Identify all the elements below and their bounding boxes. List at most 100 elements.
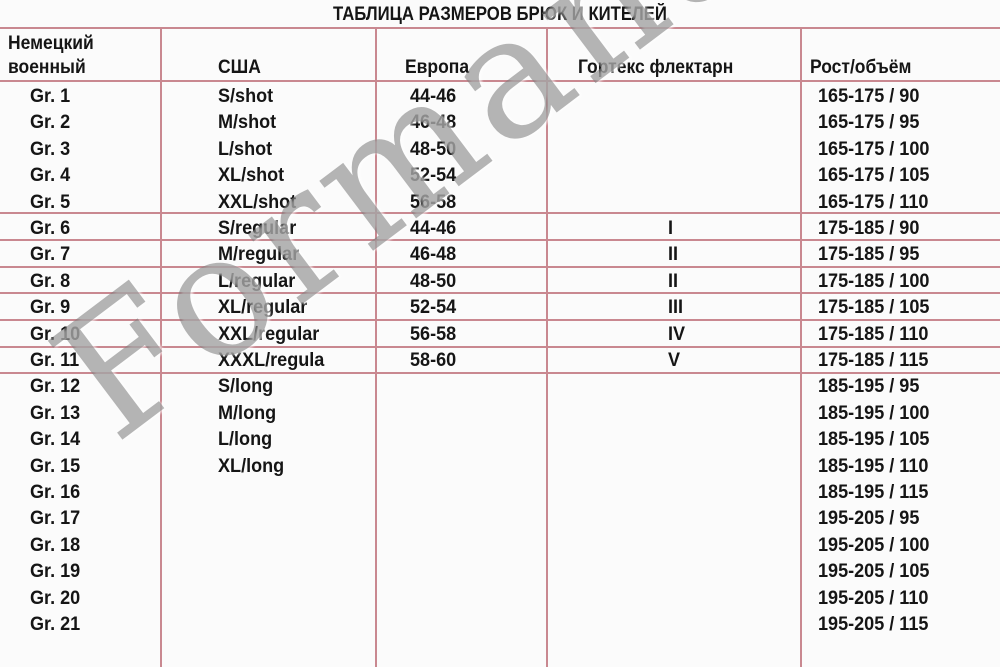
cell-gortex: II <box>668 244 679 266</box>
cell-europe: 52-54 <box>410 165 457 187</box>
cell-german: Gr. 19 <box>30 561 81 583</box>
cell-german: Gr. 9 <box>30 297 71 319</box>
table-row: Gr. 12 S/long 185-195 / 95 <box>0 374 1000 400</box>
cell-height-volume: 195-205 / 100 <box>818 534 930 556</box>
cell-gortex: V <box>668 350 681 371</box>
cell-usa: M/shot <box>218 112 277 134</box>
grid-line <box>0 346 1000 348</box>
cell-german: Gr. 20 <box>30 587 81 609</box>
grid-line <box>0 212 1000 214</box>
table-row: Gr. 14 L/long 185-195 / 105 <box>0 427 1000 453</box>
cell-height-volume: 195-205 / 115 <box>818 614 929 635</box>
cell-usa: XXL/regular <box>218 323 320 345</box>
cell-german: Gr. 4 <box>30 165 71 187</box>
cell-height-volume: 165-175 / 105 <box>818 165 930 187</box>
cell-german: Gr. 18 <box>30 534 81 556</box>
cell-usa: M/long <box>218 402 277 424</box>
cell-height-volume: 185-195 / 95 <box>818 376 920 398</box>
header-german-line2: военный <box>8 57 86 78</box>
table-row: Gr. 7 M/regular 46-48 II 175-185 / 95 <box>0 242 1000 268</box>
cell-german: Gr. 1 <box>30 86 71 107</box>
table-row: Gr. 18 195-205 / 100 <box>0 533 1000 559</box>
table-row: Gr. 4 XL/shot 52-54 165-175 / 105 <box>0 163 1000 189</box>
table-row: Gr. 6 S/regular 44-46 I 175-185 / 90 <box>0 216 1000 242</box>
cell-europe: 58-60 <box>410 350 457 371</box>
table-row: Gr. 21 195-205 / 115 <box>0 612 1000 638</box>
cell-german: Gr. 12 <box>30 376 81 398</box>
table-row: Gr. 11 XXXL/regula 58-60 V 175-185 / 115 <box>0 348 1000 374</box>
cell-height-volume: 175-185 / 105 <box>818 297 930 319</box>
cell-europe: 48-50 <box>410 270 457 292</box>
table-row: Gr. 1 S/shot 44-46 165-175 / 90 <box>0 84 1000 110</box>
cell-gortex: III <box>668 297 684 319</box>
table-row: Gr. 10 XXL/regular 56-58 IV 175-185 / 110 <box>0 322 1000 348</box>
cell-usa: XXL/shot <box>218 191 297 213</box>
cell-height-volume: 175-185 / 115 <box>818 350 929 371</box>
table-row: Gr. 13 M/long 185-195 / 100 <box>0 401 1000 427</box>
table-row: Gr. 16 185-195 / 115 <box>0 480 1000 506</box>
cell-german: Gr. 10 <box>30 323 81 345</box>
cell-height-volume: 165-175 / 90 <box>818 86 920 107</box>
header-height-volume: Рост/объём <box>810 57 912 78</box>
cell-europe: 56-58 <box>410 191 457 213</box>
cell-usa: XL/regular <box>218 297 308 319</box>
cell-usa: XL/long <box>218 455 285 477</box>
grid-line <box>0 372 1000 374</box>
cell-height-volume: 165-175 / 110 <box>818 191 929 213</box>
cell-height-volume: 175-185 / 95 <box>818 244 920 266</box>
grid-line <box>546 27 548 667</box>
cell-usa: L/shot <box>218 138 273 160</box>
cell-gortex: II <box>668 270 679 292</box>
cell-german: Gr. 13 <box>30 402 81 424</box>
table-title: ТАБЛИЦА РАЗМЕРОВ БРЮК И КИТЕЛЕЙ <box>333 4 667 25</box>
cell-german: Gr. 3 <box>30 138 71 160</box>
cell-height-volume: 175-185 / 90 <box>818 218 920 239</box>
cell-height-volume: 165-175 / 95 <box>818 112 920 134</box>
cell-europe: 44-46 <box>410 86 457 107</box>
cell-height-volume: 185-195 / 115 <box>818 482 929 503</box>
table-row: Gr. 9 XL/regular 52-54 III 175-185 / 105 <box>0 295 1000 321</box>
cell-europe: 46-48 <box>410 244 457 266</box>
cell-europe: 44-46 <box>410 218 457 239</box>
header-german-line1: Немецкий <box>8 33 94 54</box>
cell-height-volume: 175-185 / 110 <box>818 323 929 345</box>
grid-line <box>0 27 1000 29</box>
cell-europe: 46-48 <box>410 112 457 134</box>
table-row: Gr. 3 L/shot 48-50 165-175 / 100 <box>0 137 1000 163</box>
cell-height-volume: 185-195 / 110 <box>818 455 929 477</box>
cell-german: Gr. 7 <box>30 244 71 266</box>
cell-usa: S/shot <box>218 86 274 107</box>
cell-usa: S/long <box>218 376 274 398</box>
cell-german: Gr. 6 <box>30 218 71 239</box>
cell-german: Gr. 11 <box>30 350 80 371</box>
cell-usa: XXXL/regula <box>218 350 325 371</box>
header-europe: Европа <box>405 57 470 78</box>
cell-usa: XL/shot <box>218 165 285 187</box>
table-row: Gr. 17 195-205 / 95 <box>0 506 1000 532</box>
cell-height-volume: 185-195 / 100 <box>818 402 930 424</box>
grid-line <box>0 292 1000 294</box>
cell-europe: 56-58 <box>410 323 457 345</box>
cell-height-volume: 195-205 / 110 <box>818 587 929 609</box>
cell-german: Gr. 2 <box>30 112 71 134</box>
grid-line <box>0 319 1000 321</box>
table-row: Gr. 5 XXL/shot 56-58 165-175 / 110 <box>0 190 1000 216</box>
cell-german: Gr. 14 <box>30 429 81 451</box>
table-row: Gr. 8 L/regular 48-50 II 175-185 / 100 <box>0 269 1000 295</box>
header-gortex: Гортекс флектарн <box>578 57 734 78</box>
table-row: Gr. 19 195-205 / 105 <box>0 559 1000 585</box>
header-usa: США <box>218 57 261 78</box>
grid-line <box>800 27 802 667</box>
cell-german: Gr. 21 <box>30 614 81 635</box>
cell-german: Gr. 15 <box>30 455 81 477</box>
cell-german: Gr. 17 <box>30 508 81 530</box>
table-row: Gr. 2 M/shot 46-48 165-175 / 95 <box>0 110 1000 136</box>
grid-line <box>0 239 1000 241</box>
cell-gortex: IV <box>668 323 686 345</box>
cell-europe: 52-54 <box>410 297 457 319</box>
grid-line <box>375 27 377 667</box>
cell-gortex: I <box>668 218 674 239</box>
cell-german: Gr. 16 <box>30 482 81 503</box>
cell-europe: 48-50 <box>410 138 457 160</box>
cell-usa: L/regular <box>218 270 296 292</box>
